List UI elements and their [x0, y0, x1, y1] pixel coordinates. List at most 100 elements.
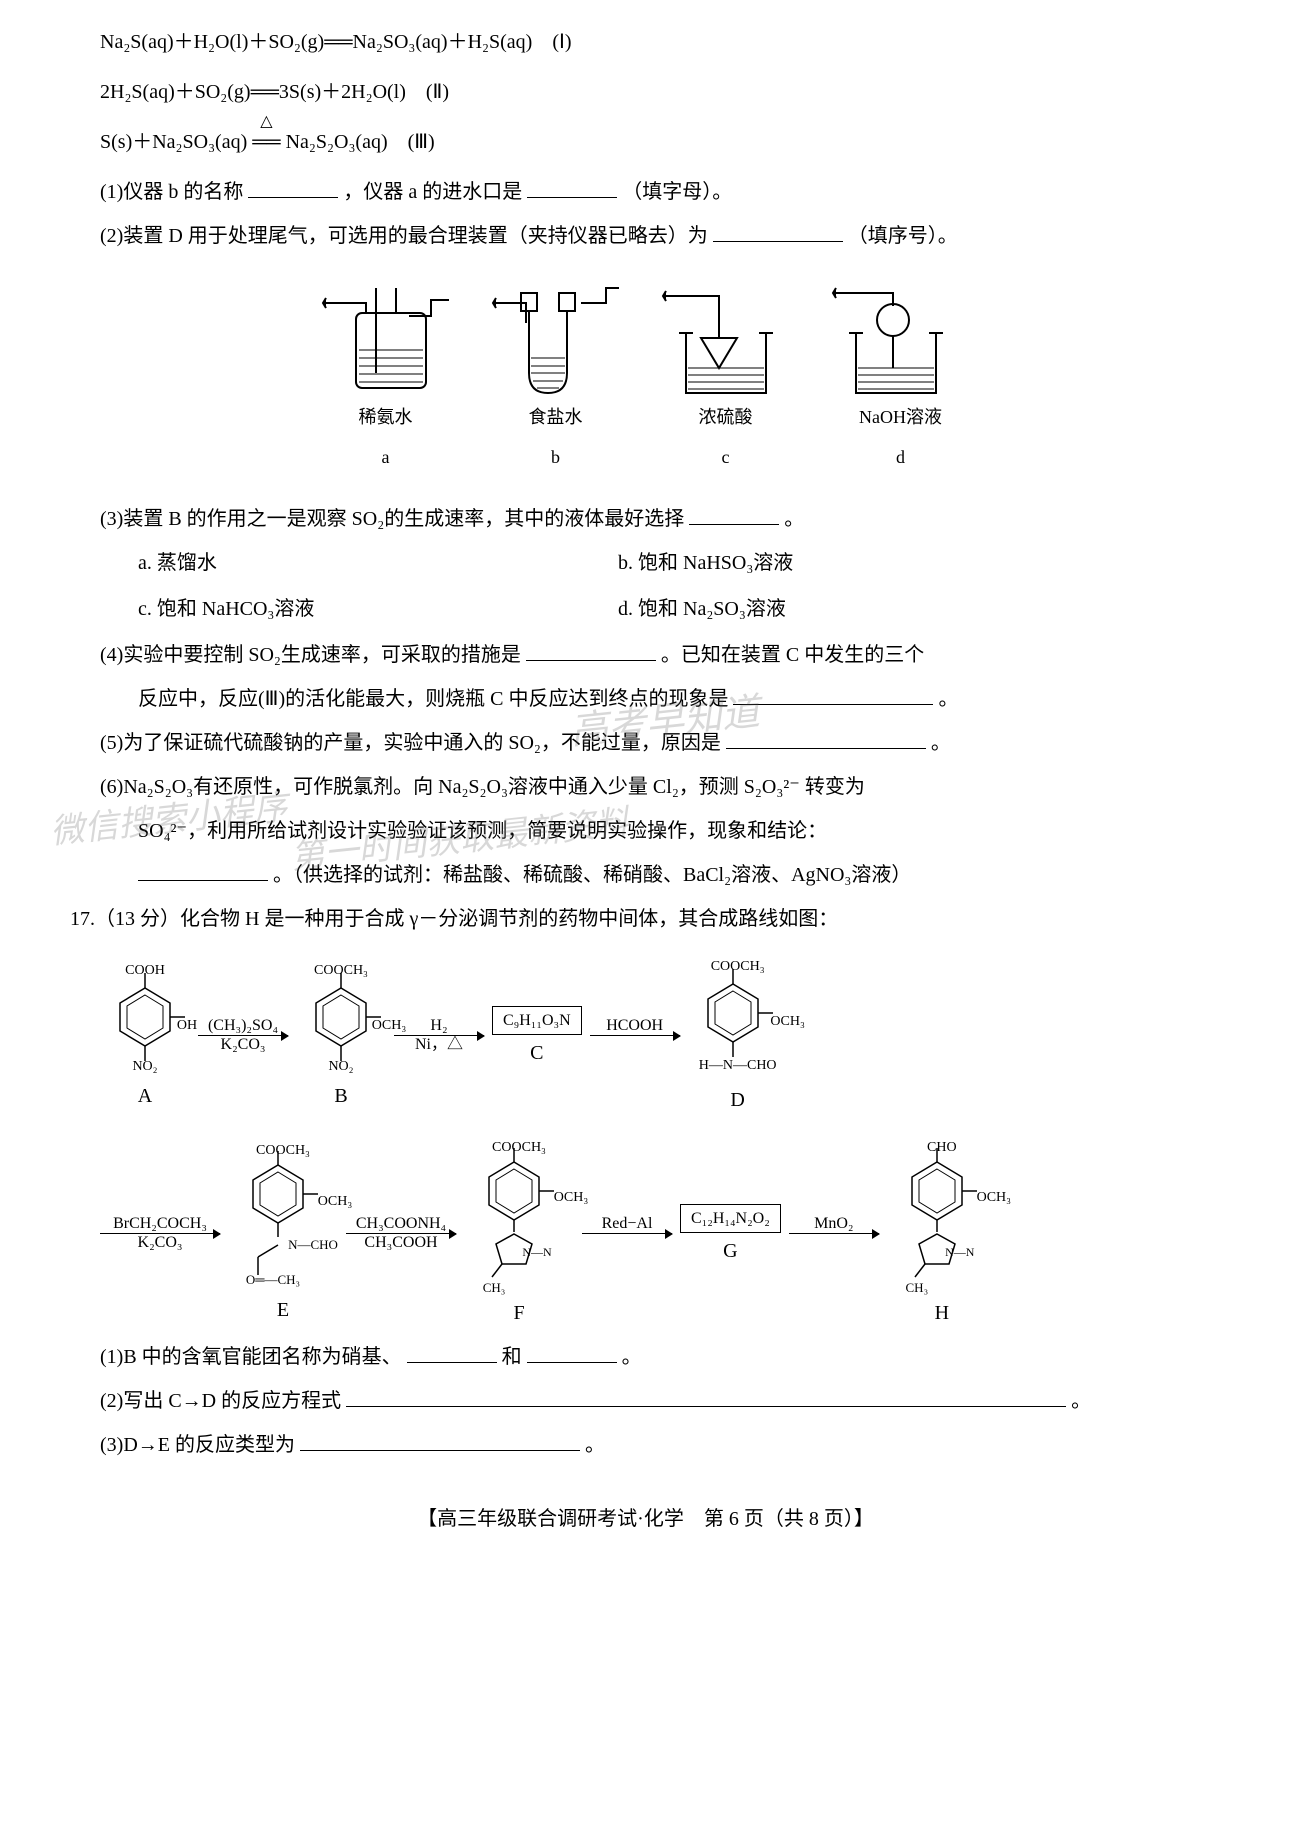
label-a: A: [138, 1084, 152, 1108]
apparatus-c-letter: c: [722, 438, 730, 478]
f-mid: OCH₃: [554, 1190, 588, 1207]
q4-blank-1[interactable]: [526, 641, 656, 661]
q1-blank-2[interactable]: [527, 178, 617, 198]
f-ch3: CH₃: [483, 1280, 506, 1296]
struct-a: COOH OH NO₂ A: [100, 963, 190, 1107]
eq3-left: S(s)＋Na₂SO₃(aq): [100, 131, 247, 153]
q17-sub2: (2)写出 C→D 的反应方程式 。: [70, 1379, 1221, 1423]
q3-opt-a: a. 蒸馏水: [138, 541, 618, 585]
scheme-row-2: BrCH₂COCH₃ K₂CO₃ COOCH₃ OCH₃ N—CHO O═—CH…: [100, 1142, 1221, 1326]
b-top: COOCH₃: [314, 963, 368, 980]
ar5-top: CH₃COONH₄: [356, 1215, 446, 1233]
label-f: F: [513, 1301, 524, 1325]
q17s1-mid: 和: [502, 1346, 522, 1368]
d-mid: OCH₃: [770, 1014, 804, 1031]
struct-h: CHO OCH₃ N—N CH₃ H: [887, 1142, 997, 1326]
struct-b: COOCH₃ OCH₃ NO₂ B: [296, 963, 386, 1107]
q17s1-b: 。: [622, 1346, 642, 1368]
struct-c: C₉H₁₁O₃N C: [492, 1006, 582, 1065]
ar2-bot: Ni，△: [415, 1036, 463, 1054]
q17s3-blank[interactable]: [300, 1431, 580, 1451]
q17s2-blank[interactable]: [346, 1387, 1066, 1407]
e-chain: O═—CH₃: [246, 1272, 300, 1288]
question-6-line1: (6)Na₂S₂O₃有还原性，可作脱氯剂。向 Na₂S₂O₃溶液中通入少量 Cl…: [70, 765, 1221, 809]
equation-2: 2H₂S(aq)＋SO₂(g)══3S(s)＋2H₂O(l) (Ⅱ): [70, 70, 1221, 114]
q5-a: (5)为了保证硫代硫酸钠的产量，实验中通入的 SO₂，不能过量，原因是: [100, 732, 721, 754]
q17s1-blank1[interactable]: [407, 1343, 497, 1363]
q3-suffix: 。: [784, 508, 804, 530]
eq3-right: Na₂S₂O₃(aq) (Ⅲ): [286, 131, 435, 153]
q1-suffix: （填字母）。: [622, 181, 732, 203]
q17s2-a: (2)写出 C→D 的反应方程式: [100, 1390, 341, 1412]
scheme-row-1: COOH OH NO₂ A (CH₃)₂SO₄ K₂CO₃ COOCH₃ OCH…: [100, 959, 1221, 1111]
apparatus-b-letter: b: [551, 438, 560, 478]
q17s3-b: 。: [585, 1434, 605, 1456]
struct-g: C₁₂H₁₄N₂O₂ G: [680, 1204, 781, 1263]
arrow-5: CH₃COONH₄ CH₃COOH: [346, 1215, 456, 1251]
question-5: (5)为了保证硫代硫酸钠的产量，实验中通入的 SO₂，不能过量，原因是 。 高考…: [70, 721, 1221, 765]
h-ch3: CH₃: [906, 1280, 929, 1296]
equation-1: Na₂S(aq)＋H₂O(l)＋SO₂(g)══Na₂SO₃(aq)＋H₂S(a…: [70, 20, 1221, 64]
question-4-line2: 反应中，反应(Ⅲ)的活化能最大，则烧瓶 C 中反应达到终点的现象是 。: [70, 677, 1221, 721]
ar2-top: H₂: [430, 1017, 447, 1035]
q5-b: 。: [931, 732, 951, 754]
apparatus-d-letter: d: [896, 438, 905, 478]
h-mid: OCH₃: [977, 1190, 1011, 1207]
q3-opt-c: c. 饱和 NaHCO₃溶液: [138, 587, 618, 631]
a-top: COOH: [125, 963, 165, 980]
question-2: (2)装置 D 用于处理尾气，可选用的最合理装置（夹持仪器已略去）为 （填序号）…: [70, 214, 1221, 258]
f-top: COOCH₃: [492, 1140, 546, 1157]
apparatus-c-label: 浓硫酸: [699, 398, 753, 438]
f-ring: N—N: [522, 1245, 551, 1259]
q3-blank[interactable]: [689, 505, 779, 525]
q3-opt-d: d. 饱和 Na₂SO₃溶液: [618, 587, 1221, 631]
ar5-bot: CH₃COOH: [364, 1234, 437, 1252]
q5-blank[interactable]: [726, 729, 926, 749]
q4-blank-2[interactable]: [733, 685, 933, 705]
struct-d: COOCH₃ OCH₃ H—N—CHO D: [688, 959, 788, 1111]
label-d: D: [730, 1088, 744, 1112]
synthesis-scheme: COOH OH NO₂ A (CH₃)₂SO₄ K₂CO₃ COOCH₃ OCH…: [100, 959, 1221, 1325]
apparatus-b: 食盐水 b: [491, 278, 621, 477]
arrow-7: MnO₂: [789, 1215, 879, 1251]
apparatus-diagrams: 稀氨水 a 食盐水 b: [70, 278, 1221, 477]
ar4-bot: K₂CO₃: [138, 1234, 183, 1252]
q17s1-blank2[interactable]: [527, 1343, 617, 1363]
q3-text: (3)装置 B 的作用之一是观察 SO₂的生成速率，其中的液体最好选择: [100, 508, 684, 530]
q4-l2a: 反应中，反应(Ⅲ)的活化能最大，则烧瓶 C 中反应达到终点的现象是: [138, 688, 728, 710]
question-4-line1: (4)实验中要控制 SO₂生成速率，可采取的措施是 。已知在装置 C 中发生的三…: [70, 633, 1221, 677]
g-box: C₁₂H₁₄N₂O₂: [680, 1204, 781, 1233]
q6-l2: SO₄²⁻，利用所给试剂设计实验验证该预测，简要说明实验操作，现象和结论：: [138, 820, 827, 842]
label-e: E: [277, 1298, 289, 1322]
apparatus-b-label: 食盐水: [529, 398, 583, 438]
q2-prefix: (2)装置 D 用于处理尾气，可选用的最合理装置（夹持仪器已略去）为: [100, 225, 708, 247]
b-mid: OCH₃: [372, 1018, 406, 1035]
ar1-top: (CH₃)₂SO₄: [208, 1017, 278, 1035]
question-17-intro: 17.（13 分）化合物 H 是一种用于合成 γ－分泌调节剂的药物中间体，其合成…: [70, 897, 1221, 941]
struct-e: COOCH₃ OCH₃ N—CHO O═—CH₃ E: [228, 1145, 338, 1322]
q1-blank-1[interactable]: [248, 178, 338, 198]
arrow-3: HCOOH: [590, 1017, 680, 1053]
page-footer: 【高三年级联合调研考试·化学 第 6 页（共 8 页）】: [70, 1497, 1221, 1541]
ar7-top: MnO₂: [814, 1215, 853, 1233]
apparatus-a: 稀氨水 a: [321, 278, 451, 477]
apparatus-a-label: 稀氨水: [359, 398, 413, 438]
label-b: B: [334, 1084, 347, 1108]
q2-blank[interactable]: [713, 222, 843, 242]
question-6-line3: 。（供选择的试剂：稀盐酸、稀硫酸、稀硝酸、BaCl₂溶液、AgNO₃溶液）: [70, 853, 1221, 897]
eq3-arrow: ══: [252, 120, 280, 164]
a-mid: OH: [177, 1018, 197, 1035]
arrow-6: Red−Al: [582, 1215, 672, 1251]
apparatus-a-letter: a: [382, 438, 390, 478]
arrow-2: H₂ Ni，△: [394, 1017, 484, 1053]
q3-opt-b: b. 饱和 NaHSO₃溶液: [618, 541, 1221, 585]
b-bot: NO₂: [328, 1059, 353, 1076]
label-h: H: [935, 1301, 949, 1325]
q17s1-a: (1)B 中的含氧官能团名称为硝基、: [100, 1346, 402, 1368]
e-mid: OCH₃: [318, 1194, 352, 1211]
h-top: CHO: [927, 1140, 957, 1157]
ar6-top: Red−Al: [602, 1215, 653, 1233]
q6-blank[interactable]: [138, 861, 268, 881]
apparatus-d: NaOH溶液 d: [831, 278, 971, 477]
e-top: COOCH₃: [256, 1143, 310, 1160]
